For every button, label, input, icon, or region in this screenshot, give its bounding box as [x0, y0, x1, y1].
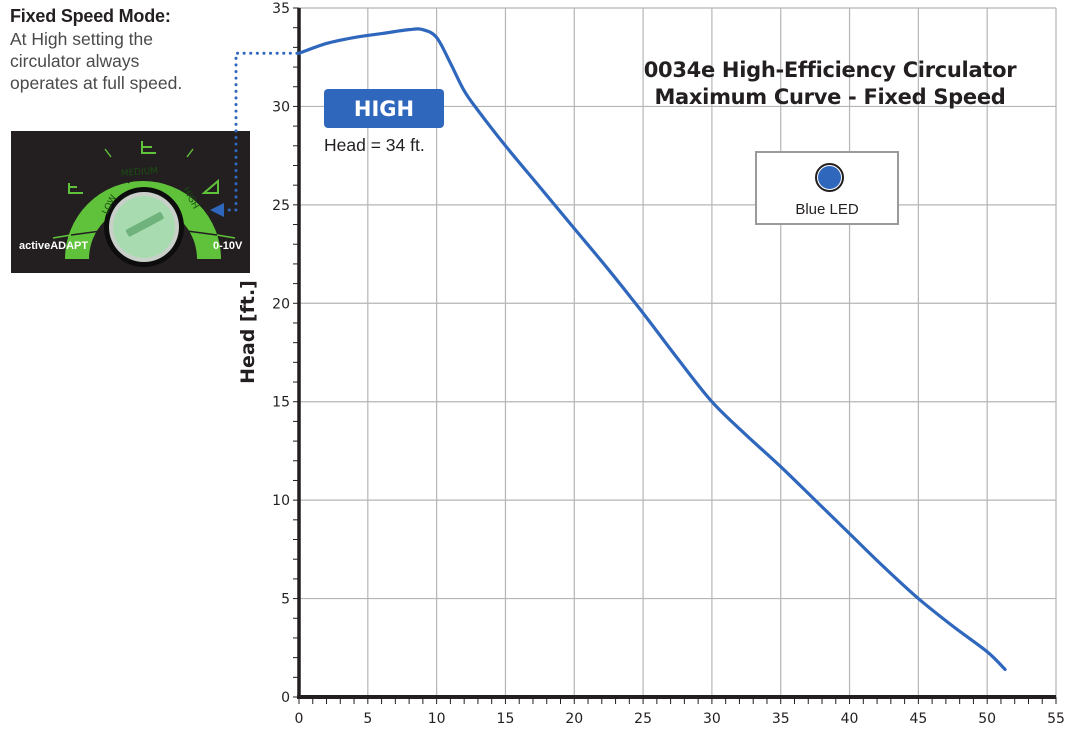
y-tick-label: 25	[272, 198, 290, 214]
x-tick-label: 55	[1047, 711, 1065, 727]
dotted-connector	[220, 51, 299, 212]
knob-grip	[125, 212, 164, 237]
chart-grid	[299, 7, 1057, 697]
x-tick-label: 15	[497, 711, 515, 727]
chart-axes: 0 5 10 15 20 25 30 35 40 45 50 55 0 5 10 15 20 25 30 35	[272, 1, 1065, 727]
pointer-arrow-icon	[210, 203, 224, 217]
x-tick-label: 35	[772, 711, 790, 727]
mode-description-line: operates at full speed.	[10, 73, 183, 93]
mode-description-line: At High setting the	[10, 29, 153, 49]
y-tick-label: 10	[272, 493, 290, 509]
x-tick-label: 45	[909, 711, 927, 727]
x-tick-label: 20	[565, 711, 583, 727]
dial-label-medium: MEDIUM	[121, 166, 159, 179]
mode-title: Fixed Speed Mode:	[10, 6, 171, 26]
y-tick-label: 5	[281, 592, 290, 608]
fixed-speed-mode-note: Fixed Speed Mode: At High setting the ci…	[10, 6, 230, 94]
mode-description-line: circulator always	[10, 51, 140, 71]
speed-dial-panel: LOW MEDIUM HIGH activeADAPT 0-10V	[11, 131, 250, 273]
y-tick-label: 35	[272, 1, 290, 17]
mode-description: At High setting the circulator always op…	[10, 28, 230, 94]
blue-led-icon	[815, 163, 844, 192]
y-tick-label: 0	[281, 690, 290, 706]
head-value-note: Head = 34 ft.	[324, 135, 425, 155]
x-tick-label: 5	[363, 711, 372, 727]
x-tick-label: 40	[841, 711, 859, 727]
chart-title-line2: Maximum Curve - Fixed Speed	[654, 85, 1006, 109]
chart-series	[297, 27, 1007, 672]
dial-label-0-10v: 0-10V	[213, 240, 243, 252]
led-fill	[818, 166, 841, 189]
y-tick-label: 20	[272, 296, 290, 312]
callout-connector	[210, 51, 299, 217]
x-tick-label: 30	[703, 711, 721, 727]
dial-label-activeadapt: activeADAPT	[19, 240, 88, 252]
led-legend: Blue LED	[755, 151, 899, 225]
x-tick-label: 10	[428, 711, 446, 727]
dial-divider	[70, 230, 102, 236]
dial-divider	[186, 230, 218, 236]
medium-curve-icon	[141, 141, 156, 154]
x-tick-label: 25	[634, 711, 652, 727]
speed-dial-graphic: LOW MEDIUM HIGH activeADAPT 0-10V	[19, 141, 243, 267]
led-label: Blue LED	[795, 201, 859, 218]
dial-divider	[110, 156, 130, 184]
pump-curve-line	[297, 27, 1007, 672]
dial-divider	[168, 156, 188, 184]
high-curve-icon	[201, 178, 219, 194]
low-curve-icon	[68, 183, 83, 194]
x-tick-label: 50	[978, 711, 996, 727]
y-axis-label: Head [ft.]	[237, 280, 259, 384]
high-setting-badge: HIGH	[324, 89, 444, 128]
chart-title-line1: 0034e High-Efficiency Circulator	[643, 58, 1017, 82]
chart-title: 0034e High-Efficiency Circulator Maximum…	[600, 57, 1060, 111]
y-tick-label: 15	[272, 395, 290, 411]
y-tick-label: 30	[272, 99, 290, 115]
x-tick-label: 0	[295, 711, 304, 727]
